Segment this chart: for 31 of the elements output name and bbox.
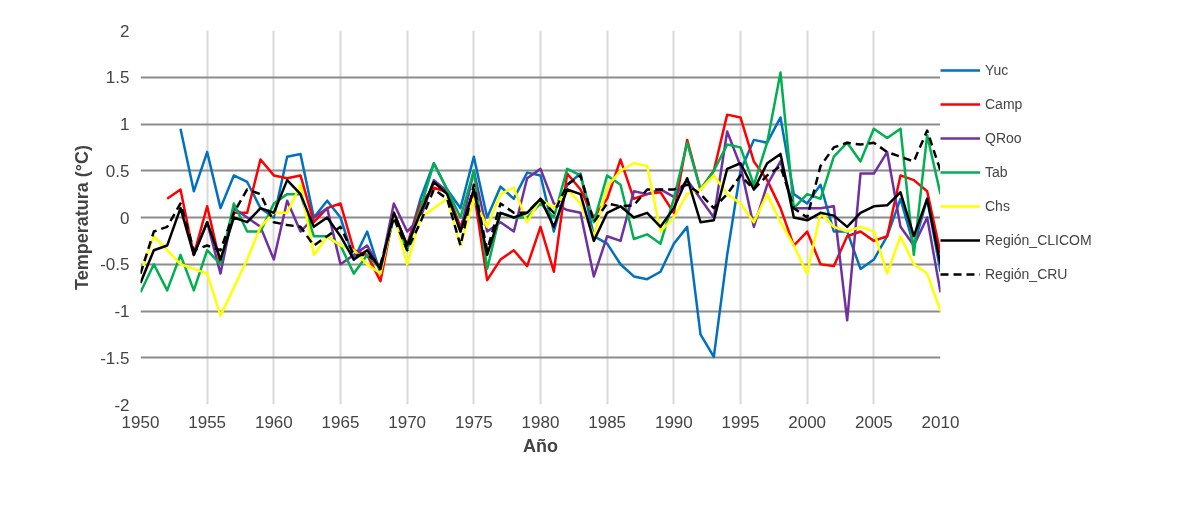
y-tick-label: -2 xyxy=(114,395,130,415)
x-tick-label: 1950 xyxy=(121,412,160,432)
x-tick-label: 1955 xyxy=(188,412,227,432)
x-tick-label: 1960 xyxy=(254,412,293,432)
legend-label: Yuc xyxy=(985,62,1009,78)
legend-label: Región_CRU xyxy=(985,266,1068,282)
y-tick-label: 0.5 xyxy=(105,161,130,181)
y-tick-label: 0 xyxy=(120,208,130,228)
x-tick-label: 2005 xyxy=(854,412,893,432)
x-tick-label: 2010 xyxy=(921,412,960,432)
x-tick-label: 1980 xyxy=(521,412,560,432)
y-tick-label: 1.5 xyxy=(105,68,130,88)
y-axis-title: Temperatura (°C) xyxy=(72,145,93,290)
legend-label: Chs xyxy=(985,198,1010,214)
x-tick-label: 1995 xyxy=(721,412,760,432)
y-tick-label: -1.5 xyxy=(100,348,130,368)
x-tick-label: 1970 xyxy=(388,412,427,432)
x-tick-label: 1990 xyxy=(654,412,693,432)
y-tick-label: -1 xyxy=(114,302,130,321)
x-tick-label: 1985 xyxy=(588,412,627,432)
legend-label: QRoo xyxy=(985,130,1022,146)
y-tick-label: 1 xyxy=(120,115,130,134)
x-axis-title: Año xyxy=(523,435,559,456)
y-tick-label: -0.5 xyxy=(100,255,130,275)
x-tick-label: 1965 xyxy=(321,412,360,432)
x-tick-label: 2000 xyxy=(788,412,827,432)
legend-label: Región_CLICOM xyxy=(985,232,1092,248)
legend-label: Tab xyxy=(985,164,1008,180)
legend-label: Camp xyxy=(985,96,1023,112)
x-tick-label: 1975 xyxy=(454,412,493,432)
y-tick-label: 2 xyxy=(120,21,130,41)
